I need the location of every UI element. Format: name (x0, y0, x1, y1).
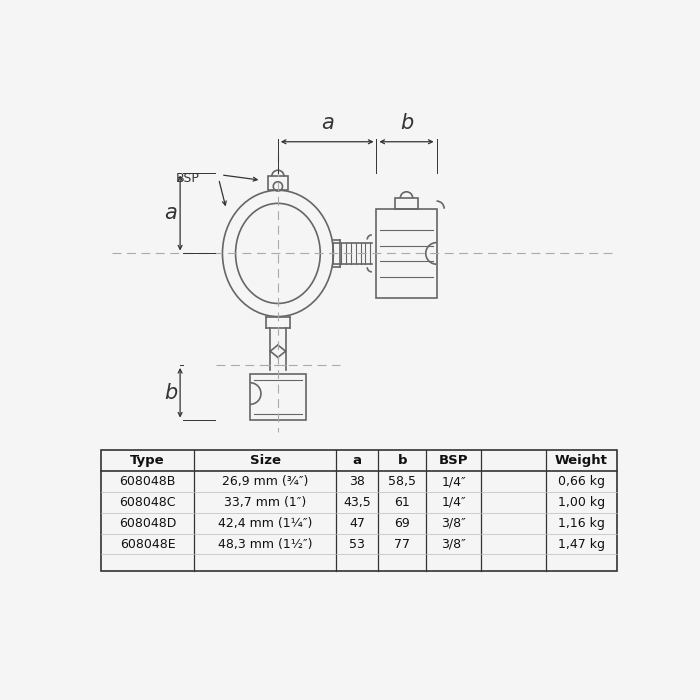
Text: 1,00 kg: 1,00 kg (558, 496, 605, 509)
Text: Type: Type (130, 454, 165, 467)
Text: 608048C: 608048C (119, 496, 176, 509)
Text: 608048B: 608048B (120, 475, 176, 488)
Bar (268, 176, 288, 190)
Text: 43,5: 43,5 (343, 496, 371, 509)
Text: 608048D: 608048D (119, 517, 176, 530)
Text: 48,3 mm (1½″): 48,3 mm (1½″) (218, 538, 312, 551)
Text: Size: Size (250, 454, 281, 467)
Text: b: b (164, 383, 178, 402)
Text: 26,9 mm (¾″): 26,9 mm (¾″) (222, 475, 309, 488)
Text: 61: 61 (394, 496, 410, 509)
Text: b: b (400, 113, 413, 132)
Text: a: a (164, 203, 177, 223)
Text: 1,47 kg: 1,47 kg (558, 538, 605, 551)
Text: 1,16 kg: 1,16 kg (558, 517, 605, 530)
Text: 77: 77 (394, 538, 410, 551)
Text: 608048E: 608048E (120, 538, 176, 551)
Text: a: a (321, 113, 334, 132)
Text: 1/4″: 1/4″ (442, 475, 466, 488)
Bar (395, 198, 418, 209)
Bar (101, 450, 617, 571)
Text: 47: 47 (349, 517, 365, 530)
Text: 53: 53 (349, 538, 365, 551)
Text: 69: 69 (394, 517, 410, 530)
Text: a: a (353, 454, 362, 467)
Text: 33,7 mm (1″): 33,7 mm (1″) (224, 496, 307, 509)
Text: 3/8″: 3/8″ (442, 517, 466, 530)
Text: 1/4″: 1/4″ (442, 496, 466, 509)
Text: 38: 38 (349, 475, 365, 488)
Text: Weight: Weight (555, 454, 608, 467)
Text: 0,66 kg: 0,66 kg (558, 475, 605, 488)
Text: 3/8″: 3/8″ (442, 538, 466, 551)
Bar (377, 209, 437, 298)
Text: 42,4 mm (1¼″): 42,4 mm (1¼″) (218, 517, 312, 530)
Text: BSP: BSP (439, 454, 468, 467)
Text: BSP: BSP (176, 172, 199, 186)
Bar (250, 374, 306, 421)
Text: 58,5: 58,5 (389, 475, 416, 488)
Text: b: b (398, 454, 407, 467)
